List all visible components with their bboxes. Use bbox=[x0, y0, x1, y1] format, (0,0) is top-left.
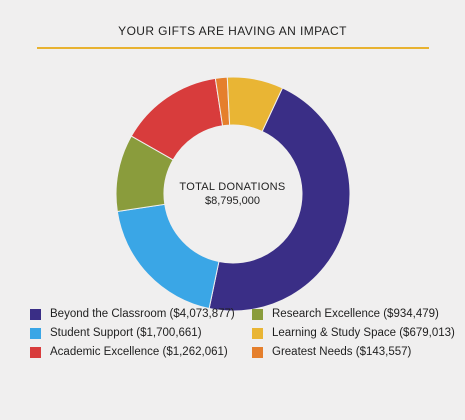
legend-label: Research Excellence ($934,479) bbox=[272, 308, 439, 320]
legend-swatch bbox=[30, 327, 41, 339]
donut-slice-learning-study-space bbox=[226, 76, 284, 133]
legend-label: Academic Excellence ($1,262,061) bbox=[50, 346, 228, 358]
chart-title: YOUR GIFTS ARE HAVING AN IMPACT bbox=[118, 24, 347, 38]
legend-item: Research Excellence ($934,479) bbox=[252, 308, 439, 320]
legend-label: Greatest Needs ($143,557) bbox=[272, 346, 412, 358]
legend-item: Learning & Study Space ($679,013) bbox=[252, 327, 455, 339]
legend-swatch bbox=[30, 308, 41, 320]
legend-item: Student Support ($1,700,661) bbox=[30, 327, 202, 339]
legend-swatch bbox=[252, 327, 263, 339]
legend-item: Greatest Needs ($143,557) bbox=[252, 346, 411, 358]
total-donations-value: $8,795,000 bbox=[204, 195, 261, 207]
title-divider bbox=[37, 47, 429, 49]
donut-slice-beyond-the-classroom bbox=[208, 87, 351, 312]
legend-label: Beyond the Classroom ($4,073,877) bbox=[50, 308, 235, 320]
donut-center: TOTAL DONATIONS $8,795,000 bbox=[155, 180, 310, 208]
legend-swatch bbox=[30, 346, 41, 358]
legend-label: Student Support ($1,700,661) bbox=[50, 327, 202, 339]
legend-item: Beyond the Classroom ($4,073,877) bbox=[30, 308, 235, 320]
donut-slice-student-support bbox=[116, 203, 220, 310]
legend-swatch bbox=[252, 308, 263, 320]
total-donations-label: TOTAL DONATIONS bbox=[179, 181, 286, 193]
legend-swatch bbox=[252, 346, 263, 358]
legend-item: Academic Excellence ($1,262,061) bbox=[30, 346, 228, 358]
legend-label: Learning & Study Space ($679,013) bbox=[272, 327, 455, 339]
